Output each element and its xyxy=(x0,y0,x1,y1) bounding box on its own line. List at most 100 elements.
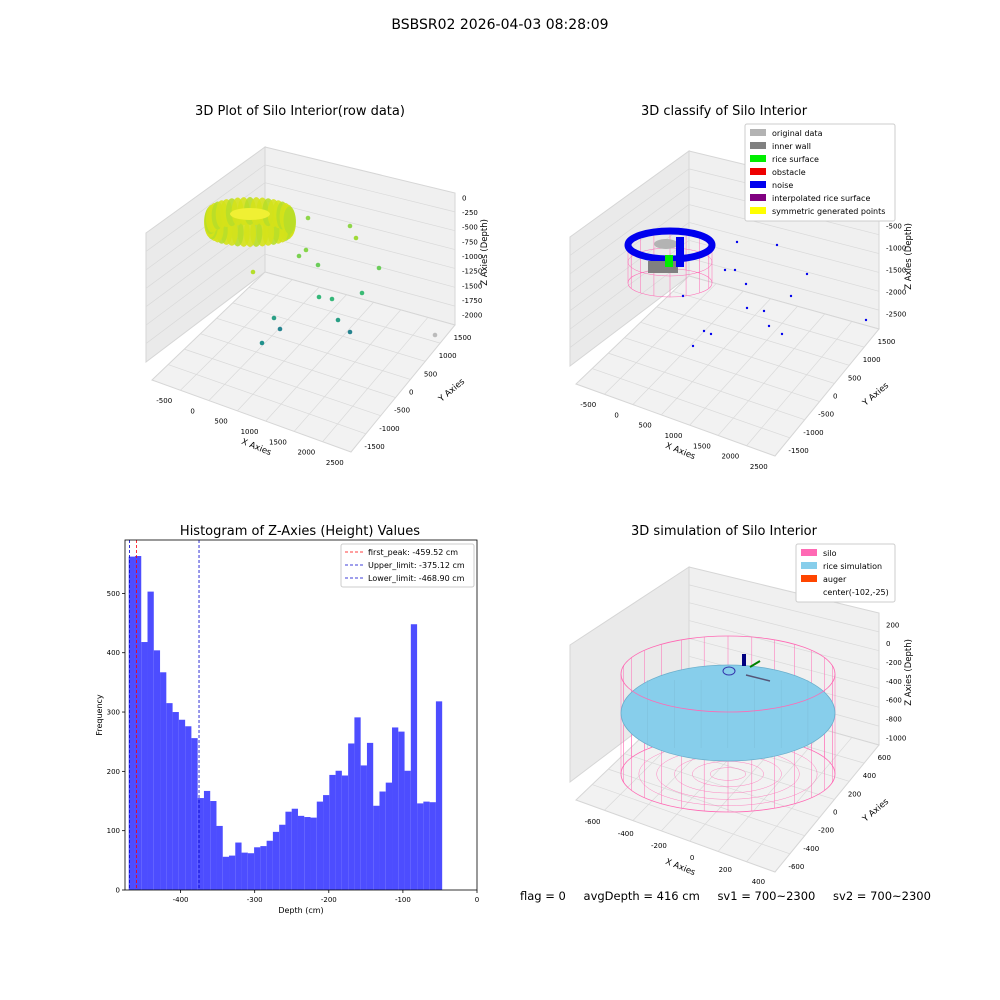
sim-gridline xyxy=(688,620,880,670)
histogram-ytick-label: 500 xyxy=(107,590,120,598)
classify-noise-point xyxy=(744,282,748,286)
raw-point xyxy=(230,208,270,220)
classify-legend-swatch xyxy=(750,168,766,175)
histogram-bar xyxy=(147,591,154,890)
sim-gridline xyxy=(688,638,880,689)
raw-point xyxy=(376,265,382,271)
raw-gridline xyxy=(145,164,266,252)
classify-legend-swatch xyxy=(750,181,766,188)
histogram-ytick-label: 300 xyxy=(107,709,120,717)
raw-point xyxy=(347,223,353,229)
raw-ytick-label: 0 xyxy=(409,389,413,397)
raw-ytick-label: -1500 xyxy=(364,443,384,451)
classify-rice-surface xyxy=(665,255,673,267)
sim-ytick-label: 600 xyxy=(878,754,891,762)
classify-ytick-label: 0 xyxy=(833,393,837,401)
sim-legend-box xyxy=(795,543,896,603)
raw-gridline xyxy=(184,348,381,417)
classify-xtick-label: 1500 xyxy=(693,442,711,450)
raw-ytick-label: 1000 xyxy=(439,352,457,360)
classify-gridline xyxy=(604,283,717,395)
classify-legend-label: obstacle xyxy=(772,168,806,177)
classify-ztick-label: -2500 xyxy=(886,311,906,319)
sim-gridline xyxy=(608,768,805,837)
histogram-bar xyxy=(197,798,204,890)
histogram-bar xyxy=(285,811,292,890)
histogram-legend-label: first_peak: -459.52 cm xyxy=(368,548,458,557)
raw-ylabel: Y Axies xyxy=(436,377,467,405)
raw-ztick-label: -2000 xyxy=(462,312,482,320)
sim-legend-swatch xyxy=(801,562,817,569)
classify-gridline xyxy=(672,291,865,348)
plot-title-histogram: Histogram of Z-Axies (Height) Values xyxy=(179,524,421,539)
raw-point xyxy=(359,290,365,296)
classify-gridline xyxy=(746,321,853,446)
classify-gridline xyxy=(640,321,835,384)
classify-legend-box xyxy=(744,123,896,222)
raw-ztick-label: -1000 xyxy=(462,253,482,261)
classify-gridline xyxy=(569,168,690,256)
raw-ytick-label: 500 xyxy=(424,370,437,378)
plot-title-simulation: 3D simulation of Silo Interior xyxy=(631,524,817,539)
classify-legend-label: interpolated rice surface xyxy=(772,194,870,203)
raw-gridline xyxy=(264,218,456,269)
classify-noise-point xyxy=(709,332,713,336)
histogram-bar xyxy=(235,842,242,890)
classify-xtick-label: 0 xyxy=(614,411,618,419)
sim-zlabel: Z Axies (Depth) xyxy=(904,639,914,706)
classify-ztick-label: -500 xyxy=(886,223,902,231)
raw-gridline xyxy=(232,302,426,362)
histogram-bar xyxy=(310,817,317,890)
classify-original-data xyxy=(654,239,678,249)
sim-ztick-label: -400 xyxy=(886,678,902,686)
classify-noise-point xyxy=(789,294,793,298)
histogram-bar xyxy=(410,624,418,890)
histogram-bar xyxy=(172,712,179,890)
histogram-bar xyxy=(160,672,167,890)
histogram-bar xyxy=(329,774,336,890)
classify-legend-swatch xyxy=(750,142,766,149)
histogram-bar xyxy=(241,852,248,890)
raw-ztick-label: -750 xyxy=(462,238,478,246)
histogram-bar xyxy=(141,642,148,890)
histogram-bar xyxy=(229,855,236,890)
classify-gridline xyxy=(569,222,690,311)
classify-gridline xyxy=(688,257,880,311)
classify-zlabel: Z Axies (Depth) xyxy=(904,223,914,290)
histogram-xtick-label: -300 xyxy=(247,896,263,904)
classify-noise-point xyxy=(733,268,737,272)
histogram-ytick-label: 0 xyxy=(116,887,120,895)
histogram-ytick-label: 100 xyxy=(107,827,120,835)
raw-point xyxy=(250,269,256,275)
raw-gridline xyxy=(264,164,456,213)
sim-ytick-label: -400 xyxy=(803,845,819,853)
histogram-bar xyxy=(404,770,411,890)
sim-xtick-label: -400 xyxy=(618,830,634,838)
histogram-bar xyxy=(216,825,223,890)
raw-point xyxy=(271,315,277,321)
sim-legend-label: silo xyxy=(823,549,837,558)
histogram-bar xyxy=(128,556,135,890)
classify-legend-label: noise xyxy=(772,181,793,190)
histogram-bar xyxy=(341,775,349,890)
raw-pane-floor xyxy=(151,271,456,453)
histogram-ylabel: Frequency xyxy=(95,694,104,736)
sim-auger-shaft xyxy=(745,674,771,682)
sim-legend-label: center(-102,-25) xyxy=(823,588,889,597)
raw-gridline xyxy=(293,309,401,432)
raw-ytick-label: 1500 xyxy=(454,334,472,342)
histogram-bar xyxy=(354,717,361,890)
raw-gridline xyxy=(264,253,456,307)
classify-gridline xyxy=(688,239,880,292)
classify-gridline xyxy=(624,337,820,402)
sim-ytick-label: -200 xyxy=(818,827,834,835)
classify-gridline xyxy=(569,186,690,275)
raw-xtick-label: 1500 xyxy=(269,438,287,446)
sim-legend-label: auger xyxy=(823,575,847,584)
classify-ytick-label: 500 xyxy=(848,374,861,382)
raw-xtick-label: -500 xyxy=(156,397,172,405)
raw-point xyxy=(305,215,311,221)
classify-ztick-label: -1000 xyxy=(886,245,906,253)
histogram-xlabel: Depth (cm) xyxy=(278,906,323,915)
